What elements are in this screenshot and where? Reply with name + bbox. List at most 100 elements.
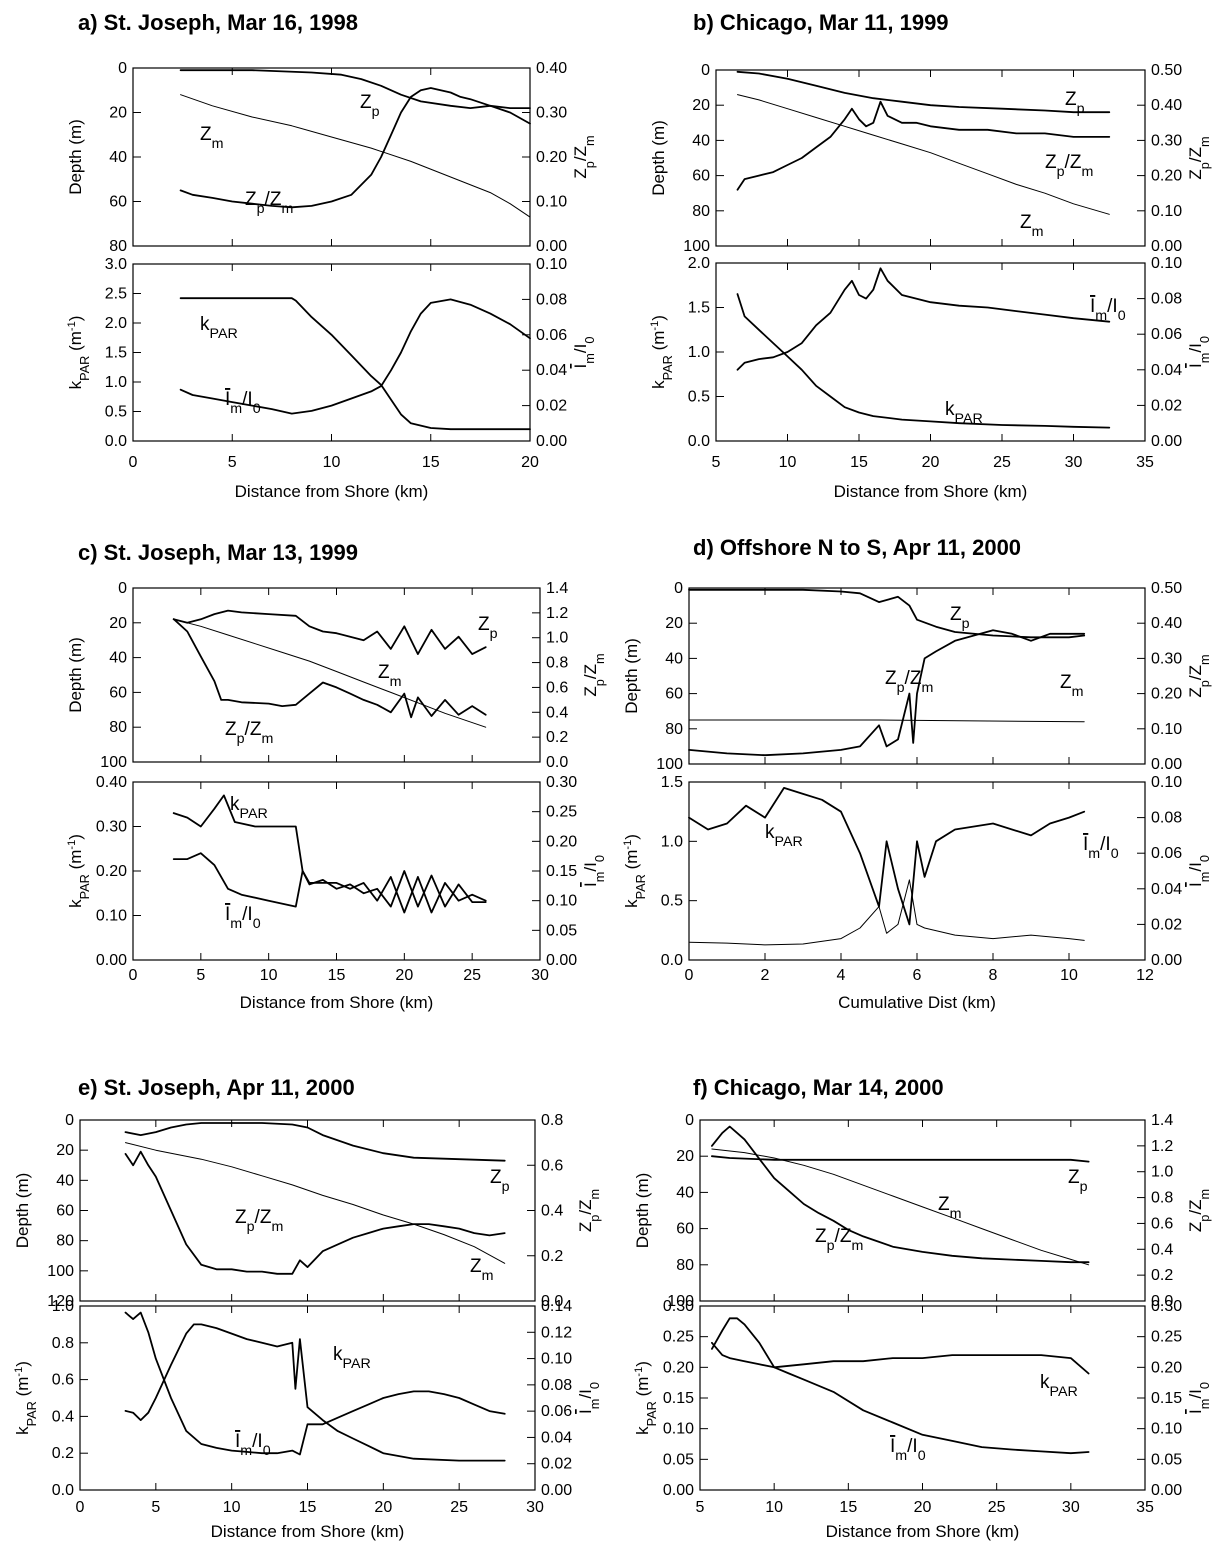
y-right-tick-label: 0.8 xyxy=(1151,1190,1173,1207)
x-tick-label: 10 xyxy=(765,1499,783,1516)
y-left-tick-label: 20 xyxy=(665,615,683,632)
series-line-zp xyxy=(172,609,487,655)
y-left-tick-label: 40 xyxy=(676,1184,694,1201)
y-right-axis-title: Im/I0 xyxy=(1186,336,1212,368)
y-right-tick-label: 0.10 xyxy=(1151,721,1182,738)
y-left-tick-label: 0.5 xyxy=(688,389,710,406)
y-left-tick-label: 0 xyxy=(701,62,710,79)
series-line-zm xyxy=(125,1142,506,1264)
y-right-tick-label: 0.06 xyxy=(1151,326,1182,343)
y-left-axis-title: kPAR (m-1) xyxy=(13,1361,39,1435)
y-right-tick-label: 0.10 xyxy=(1151,1421,1182,1438)
y-left-tick-label: 0.5 xyxy=(105,404,127,421)
x-tick-label: 10 xyxy=(779,454,797,471)
panel-title: c) St. Joseph, Mar 13, 1999 xyxy=(78,540,358,565)
series-label-kpar: kPAR xyxy=(765,822,803,850)
y-right-tick-label: 0.20 xyxy=(1151,1359,1182,1376)
y-left-tick-label: 20 xyxy=(109,105,127,122)
x-axis-title: Distance from Shore (km) xyxy=(240,993,434,1012)
x-tick-label: 5 xyxy=(196,967,205,984)
x-axis-title: Distance from Shore (km) xyxy=(235,482,429,501)
y-right-tick-label: 0.20 xyxy=(1151,686,1182,703)
y-right-tick-label: 0.6 xyxy=(541,1157,563,1174)
y-left-tick-label: 0.4 xyxy=(52,1408,74,1425)
y-left-tick-label: 60 xyxy=(109,684,127,701)
y-right-tick-label: 1.4 xyxy=(1151,1112,1173,1129)
y-left-tick-label: 40 xyxy=(665,650,683,667)
y-left-tick-label: 60 xyxy=(676,1221,694,1238)
series-line-im-i0 xyxy=(711,1341,1090,1375)
series-label-im-i0: Im/I0 xyxy=(890,1436,926,1464)
series-line-kpar xyxy=(711,1317,1090,1455)
y-left-tick-label: 80 xyxy=(665,721,683,738)
y-right-tick-label: 1.4 xyxy=(546,580,568,597)
series-line-zm xyxy=(711,1148,1090,1266)
series-label-zm: Zm xyxy=(1060,672,1083,700)
y-left-tick-label: 0.05 xyxy=(663,1451,694,1468)
y-right-tick-label: 0.00 xyxy=(1151,1482,1182,1499)
y-right-axis-title: Zp/Zm xyxy=(571,135,597,178)
x-tick-label: 25 xyxy=(993,454,1011,471)
x-tick-label: 20 xyxy=(395,967,413,984)
y-left-axis-title: kPAR (m-1) xyxy=(66,316,92,390)
y-left-tick-label: 0.10 xyxy=(96,908,127,925)
series-label-zp-zm: Zp/Zm xyxy=(235,1207,283,1235)
y-right-tick-label: 0.08 xyxy=(1151,810,1182,827)
y-left-tick-label: 0.40 xyxy=(96,774,127,791)
y-right-tick-label: 0.10 xyxy=(1151,774,1182,791)
y-right-axis-title: Zp/Zm xyxy=(1186,1189,1212,1232)
x-tick-label: 15 xyxy=(328,967,346,984)
series-label-zm: Zm xyxy=(378,662,401,690)
y-right-axis-title: Zp/Zm xyxy=(1186,654,1212,697)
y-right-tick-label: 0.6 xyxy=(1151,1215,1173,1232)
y-right-tick-label: 0.20 xyxy=(1151,168,1182,185)
y-right-tick-label: 0.02 xyxy=(541,1456,572,1473)
y-right-tick-label: 0.00 xyxy=(1151,238,1182,255)
x-axis-title: Cumulative Dist (km) xyxy=(838,993,996,1012)
y-left-tick-label: 0.00 xyxy=(96,952,127,969)
panel-title: a) St. Joseph, Mar 16, 1998 xyxy=(78,10,358,35)
y-right-axis-title: Zp/Zm xyxy=(1186,136,1212,179)
y-right-tick-label: 0.10 xyxy=(1151,255,1182,272)
y-left-tick-label: 2.0 xyxy=(688,255,710,272)
y-left-tick-label: 40 xyxy=(109,149,127,166)
series-line-zp-zm xyxy=(179,87,531,209)
series-label-zp: Zp xyxy=(478,614,498,642)
x-tick-label: 15 xyxy=(422,454,440,471)
y-right-tick-label: 0.30 xyxy=(1151,132,1182,149)
y-left-tick-label: 20 xyxy=(109,615,127,632)
y-right-axis-title: Zp/Zm xyxy=(576,1189,602,1232)
y-left-tick-label: 1.5 xyxy=(105,345,127,362)
y-left-tick-label: 80 xyxy=(109,719,127,736)
x-tick-label: 0 xyxy=(129,454,138,471)
y-left-tick-label: 0.2 xyxy=(52,1445,74,1462)
y-left-tick-label: 0.15 xyxy=(663,1390,694,1407)
y-right-tick-label: 0.30 xyxy=(546,774,577,791)
y-left-axis-title: Depth (m) xyxy=(66,637,85,713)
series-label-zm: Zm xyxy=(938,1194,961,1222)
series-line-kpar xyxy=(124,1323,506,1462)
bottom-plot-frame xyxy=(132,781,541,961)
series-line-im-i0 xyxy=(124,1311,506,1456)
y-right-tick-label: 0.6 xyxy=(546,679,568,696)
y-right-tick-label: 0.02 xyxy=(1151,916,1182,933)
y-right-tick-label: 0.10 xyxy=(546,893,577,910)
y-right-tick-label: 0.06 xyxy=(536,327,567,344)
y-right-tick-label: 0.30 xyxy=(536,105,567,122)
series-label-zp-zm: Zp/Zm xyxy=(245,189,293,217)
top-plot-frame xyxy=(132,67,531,247)
series-label-zp: Zp xyxy=(950,604,970,632)
series-label-kpar: kPAR xyxy=(230,794,268,822)
y-right-tick-label: 0.8 xyxy=(546,655,568,672)
y-right-tick-label: 0.00 xyxy=(536,433,567,450)
y-right-tick-label: 0.10 xyxy=(536,256,567,273)
y-right-tick-label: 0.0 xyxy=(546,754,568,771)
series-label-kpar: kPAR xyxy=(945,399,983,427)
y-left-tick-label: 0 xyxy=(65,1112,74,1129)
y-left-tick-label: 1.5 xyxy=(688,300,710,317)
series-label-im-i0: Im/I0 xyxy=(1083,834,1119,862)
y-right-tick-label: 1.0 xyxy=(546,630,568,647)
y-left-tick-label: 100 xyxy=(667,1293,694,1310)
